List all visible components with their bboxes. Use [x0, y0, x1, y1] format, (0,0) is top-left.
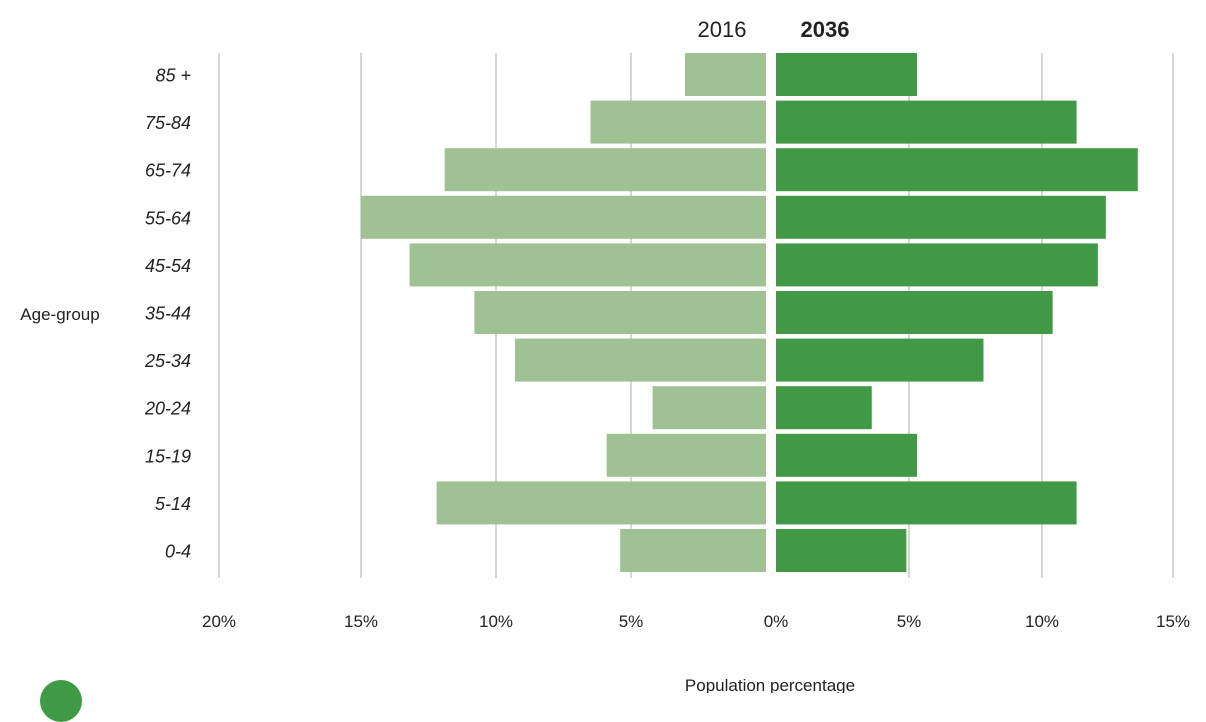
x-axis-label: Population percentage: [685, 676, 855, 693]
bar-2036: [776, 338, 984, 382]
y-axis-label: Age-group: [20, 305, 99, 324]
y-tick-label: 65-74: [145, 161, 191, 181]
bar-2036: [776, 433, 917, 477]
bar-2036: [776, 481, 1077, 525]
circle-logo-icon: [40, 680, 82, 722]
y-tick-label: 35-44: [145, 304, 191, 324]
bar-2016: [620, 529, 766, 572]
y-tick-label: 45-54: [145, 256, 191, 276]
x-tick-label: 10%: [479, 612, 513, 631]
bar-2016: [514, 338, 766, 382]
bar-2036: [776, 195, 1106, 239]
bar-2036: [776, 100, 1077, 144]
y-tick-label: 20-24: [144, 399, 191, 419]
bar-2016: [444, 148, 766, 192]
bar-2036: [776, 243, 1098, 287]
x-tick-label: 20%: [202, 612, 236, 631]
y-tick-label: 55-64: [145, 208, 191, 228]
x-tick-label: 10%: [1025, 612, 1059, 631]
labels: 20% 15% 10% 5% 0% 5% 10% 15% 85 + 75-84 65-74 55-64…: [144, 66, 1190, 632]
x-tick-label: 0%: [764, 612, 789, 631]
x-tick-label: 5%: [619, 612, 644, 631]
bar-2016: [652, 386, 766, 430]
x-tick-label: 15%: [1156, 612, 1190, 631]
bar-2016: [606, 433, 766, 477]
bar-2016: [474, 291, 766, 334]
bar-2016: [590, 100, 766, 144]
bars: [361, 53, 1138, 572]
bar-2036: [776, 53, 917, 96]
y-tick-label: 85 +: [155, 66, 191, 86]
bar-2036: [776, 529, 907, 572]
bar-2016: [685, 53, 766, 96]
bar-2036: [776, 291, 1053, 334]
legend-2036: 2036: [801, 17, 850, 42]
x-tick-label: 5%: [897, 612, 922, 631]
x-tick-label: 15%: [344, 612, 378, 631]
y-tick-label: 25-34: [144, 351, 191, 371]
bar-2016: [436, 481, 766, 525]
y-tick-label: 0-4: [165, 542, 191, 562]
population-pyramid-chart: 20% 15% 10% 5% 0% 5% 10% 15% 85 + 75-84 65-74 55-64…: [20, 17, 1190, 693]
y-tick-label: 75-84: [145, 113, 191, 133]
bar-2016: [409, 243, 766, 287]
y-tick-label: 5-14: [155, 494, 191, 514]
legend-2016: 2016: [698, 17, 747, 42]
y-tick-label: 15-19: [145, 446, 191, 466]
bar-2036: [776, 148, 1138, 192]
bar-2016: [361, 195, 766, 239]
bar-2036: [776, 386, 872, 430]
